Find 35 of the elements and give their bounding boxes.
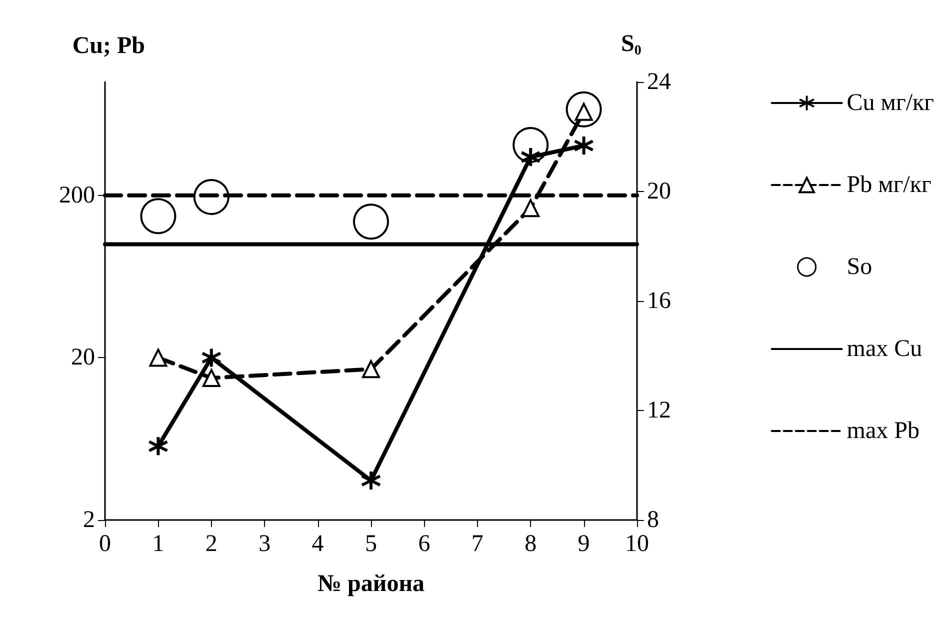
y2-tick-label: 12	[647, 398, 671, 424]
y-tick-label: 2	[83, 507, 95, 533]
x-tick-label: 9	[578, 531, 590, 557]
y-axis-title: Cu; Pb	[72, 33, 145, 59]
x-tick-label: 5	[365, 531, 377, 557]
point	[522, 199, 540, 218]
point	[573, 135, 594, 156]
y-tick-label: 20	[71, 344, 95, 371]
x-tick-label: 3	[258, 531, 271, 557]
legend-label: max Cu	[846, 336, 922, 362]
x-tick-label: 10	[625, 531, 649, 557]
legend-label: max Pb	[846, 418, 920, 444]
y2-tick-label: 20	[647, 178, 671, 204]
x-tick-label: 2	[205, 531, 218, 557]
y-tick-label: 200	[59, 182, 95, 208]
x-tick-label: 8	[524, 531, 537, 557]
point	[200, 347, 222, 368]
x-tick-label: 4	[312, 531, 324, 557]
x-axis-title: № района	[317, 571, 425, 597]
x-tick-label: 6	[418, 531, 430, 557]
x-tick-label: 1	[152, 531, 164, 557]
legend-label: So	[846, 254, 872, 280]
point	[520, 146, 542, 168]
y2-tick-label: 8	[647, 507, 659, 533]
x-tick-label: 7	[471, 531, 484, 557]
point	[149, 348, 168, 367]
point	[202, 368, 220, 387]
y2-tick-label: 16	[647, 288, 671, 314]
point	[362, 360, 380, 378]
legend-label: Cu мг/кг	[846, 90, 934, 116]
x-tick-label: 0	[99, 531, 111, 557]
point	[148, 436, 169, 457]
point	[360, 470, 382, 492]
y2-tick-label: 24	[647, 69, 671, 95]
legend-label: Pb мг/кг	[846, 172, 932, 198]
